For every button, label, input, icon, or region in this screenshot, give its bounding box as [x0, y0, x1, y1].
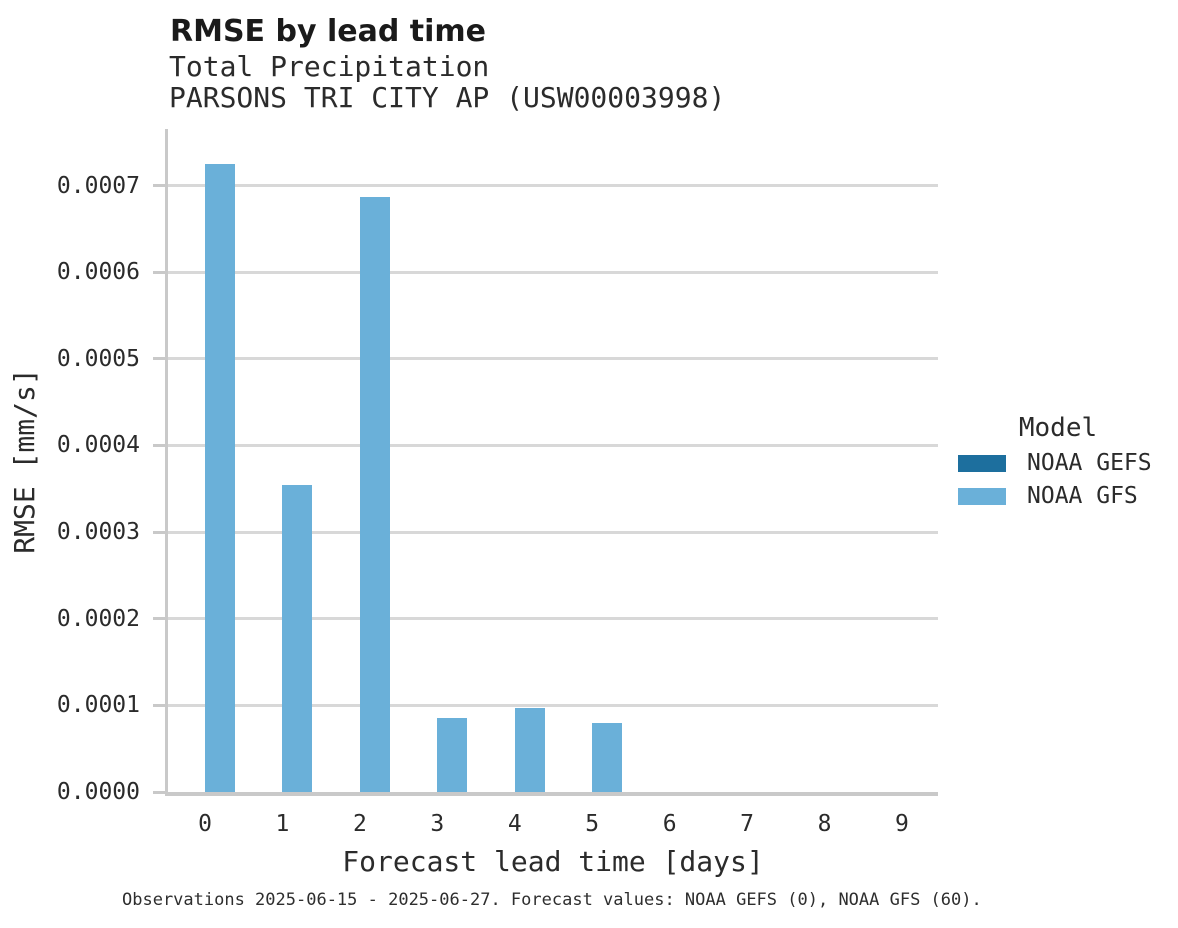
gridline [168, 270, 938, 274]
bar-noaa-gfs-lead-4 [514, 708, 545, 792]
x-tick-label: 5 [585, 811, 600, 837]
gridline [168, 357, 938, 361]
bar-noaa-gfs-lead-1 [282, 485, 313, 792]
legend-title: Model [1018, 413, 1098, 443]
y-tick-mark [153, 443, 165, 447]
bar-noaa-gfs-lead-5 [592, 723, 623, 792]
chart-station-subtitle: PARSONS TRI CITY AP (USW00003998) [169, 81, 726, 114]
bar-noaa-gfs-lead-0 [205, 164, 235, 792]
y-tick-label: 0.0006 [56, 259, 140, 286]
y-tick-mark [153, 270, 165, 274]
y-tick-mark [153, 703, 165, 707]
gridline [168, 184, 938, 188]
gridline [168, 530, 938, 534]
y-axis-title: RMSE [mm/s] [8, 368, 41, 554]
legend-entry-noaa-gefs: NOAA GEFS [958, 450, 1152, 476]
y-tick-label: 0.0003 [56, 519, 140, 546]
x-tick-label: 0 [198, 811, 212, 837]
bar-noaa-gfs-lead-3 [437, 718, 468, 792]
x-axis-title: Forecast lead time [days] [342, 845, 764, 878]
legend-entry-noaa-gfs: NOAA GFS [958, 483, 1138, 509]
x-tick-label: 7 [740, 811, 754, 837]
plot-area [165, 129, 938, 796]
x-tick-label: 1 [275, 811, 290, 837]
chart-title: RMSE by lead time [170, 14, 486, 49]
x-tick-label: 6 [662, 811, 677, 837]
y-tick-mark [153, 790, 165, 794]
chart-subtitle: Total Precipitation [169, 50, 490, 83]
y-tick-label: 0.0007 [56, 172, 140, 199]
y-tick-label: 0.0005 [56, 345, 140, 372]
legend-label-noaa-gfs: NOAA GFS [1027, 483, 1138, 509]
x-tick-label: 3 [430, 811, 445, 837]
x-tick-label: 2 [352, 811, 367, 837]
caption: Observations 2025-06-15 - 2025-06-27. Fo… [122, 890, 982, 910]
legend-swatch-noaa-gfs [958, 487, 1006, 505]
y-tick-mark [153, 530, 165, 534]
y-tick-label: 0.0002 [56, 605, 140, 632]
y-tick-label: 0.0004 [56, 432, 140, 459]
y-tick-mark [153, 617, 165, 621]
legend-label-noaa-gefs: NOAA GEFS [1027, 450, 1152, 476]
gridline [168, 443, 938, 447]
gridline [168, 703, 938, 707]
y-tick-mark [153, 184, 165, 188]
x-tick-label: 4 [507, 811, 522, 837]
bar-noaa-gfs-lead-2 [359, 197, 390, 792]
y-tick-label: 0.0001 [56, 692, 140, 719]
y-tick-label: 0.0000 [56, 779, 140, 805]
y-tick-mark [153, 357, 165, 361]
x-tick-label: 9 [895, 811, 909, 837]
gridline [168, 617, 938, 621]
x-tick-label: 8 [817, 811, 832, 837]
legend-swatch-noaa-gefs [958, 454, 1006, 472]
